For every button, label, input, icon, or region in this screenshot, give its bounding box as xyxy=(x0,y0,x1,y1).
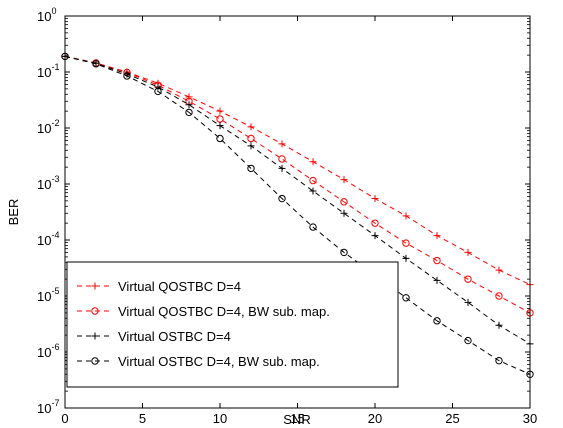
series-1-point-9 xyxy=(340,198,348,206)
legend-label-3: Virtual OSTBC D=4, BW sub. map. xyxy=(118,354,320,369)
legend-marker-3 xyxy=(91,357,99,365)
series-0-point-8 xyxy=(309,158,317,166)
series-3-point-3 xyxy=(154,87,162,96)
legend-label-1: Virtual QOSTBC D=4, BW sub. map. xyxy=(118,304,330,319)
series-2-point-12 xyxy=(433,276,441,284)
series-3-point-13 xyxy=(464,336,472,345)
series-3-point-6 xyxy=(247,164,255,173)
legend-label-0: Virtual QOSTBC D=4 xyxy=(118,279,241,294)
x-tick-label-15: 15 xyxy=(290,411,304,426)
y-tick-label-1: 10-1 xyxy=(37,62,59,80)
y-tick-label-0: 100 xyxy=(37,6,56,24)
legend-box xyxy=(66,261,399,388)
series-0-point-10 xyxy=(371,195,379,203)
series-3-point-7 xyxy=(278,194,286,203)
y-tick-label-6: 10-6 xyxy=(37,342,59,360)
series-2-point-4 xyxy=(185,101,193,109)
y-tick-label-4: 10-4 xyxy=(37,230,59,248)
series-0-point-7 xyxy=(278,140,286,148)
series-1-point-5 xyxy=(216,115,224,123)
series-3-point-5 xyxy=(216,134,224,143)
legend-entry-3: Virtual OSTBC D=4, BW sub. map. xyxy=(77,354,320,369)
series-2-point-5 xyxy=(216,122,224,130)
series-2-point-14 xyxy=(495,321,503,329)
x-tick-label-20: 20 xyxy=(368,411,382,426)
series-line-3 xyxy=(64,55,531,375)
x-tick-label-30: 30 xyxy=(523,411,537,426)
series-0-point-14 xyxy=(495,266,503,274)
series-1-point-14 xyxy=(495,292,503,300)
series-line-0 xyxy=(64,55,531,286)
series-1-point-6 xyxy=(247,134,255,143)
series-1-point-13 xyxy=(464,275,472,283)
series-2-point-7 xyxy=(278,164,286,172)
series-2-point-11 xyxy=(402,254,410,262)
series-0-point-13 xyxy=(464,248,472,256)
y-tick-label-5: 10-5 xyxy=(37,286,59,304)
series-3-point-11 xyxy=(402,294,410,302)
series-3-point-2 xyxy=(123,72,131,80)
y-tick-label-7: 10-7 xyxy=(37,398,59,416)
series-2-point-13 xyxy=(464,298,472,306)
series-3-point-14 xyxy=(495,356,503,365)
legend: Virtual QOSTBC D=4 Virtual QOSTBC D=4, BW… xyxy=(66,261,399,388)
series-0-point-11 xyxy=(402,212,410,220)
series-0-point-5 xyxy=(216,107,224,115)
y-tick-label-3: 10-3 xyxy=(37,174,59,192)
x-tick-label-25: 25 xyxy=(445,411,459,426)
series-3-point-8 xyxy=(309,223,317,231)
series-1-point-12 xyxy=(433,256,441,265)
series-2-point-6 xyxy=(247,142,255,150)
legend-entry-1: Virtual QOSTBC D=4, BW sub. map. xyxy=(77,304,330,319)
plot-frame xyxy=(64,15,531,409)
series-line-2 xyxy=(64,55,531,345)
series-1-point-10 xyxy=(371,219,379,227)
series-0-point-12 xyxy=(433,232,441,240)
series-2-point-8 xyxy=(309,187,317,195)
legend-entry-2: Virtual OSTBC D=4 xyxy=(77,329,231,344)
legend-marker-2 xyxy=(91,332,99,340)
y-tick-label-2: 10-2 xyxy=(37,118,59,136)
series-3-point-4 xyxy=(185,108,193,117)
series-0-point-6 xyxy=(247,123,255,131)
legend-marker-0 xyxy=(91,282,99,290)
series-2-point-10 xyxy=(371,232,379,240)
legend-marker-1 xyxy=(91,307,99,315)
series-1-point-7 xyxy=(278,155,286,163)
legend-entry-0: Virtual QOSTBC D=4 xyxy=(77,279,241,294)
x-tick-label-0: 0 xyxy=(61,411,68,426)
series-1-point-11 xyxy=(402,239,410,247)
series-line-1 xyxy=(64,55,531,314)
x-tick-label-5: 5 xyxy=(139,411,146,426)
legend-label-2: Virtual OSTBC D=4 xyxy=(118,329,231,344)
series-3-point-12 xyxy=(433,317,441,325)
series-3-point-1 xyxy=(92,60,100,68)
series-2-point-9 xyxy=(340,209,348,217)
x-axis-title: SNR xyxy=(283,412,310,427)
ticks-layer: 0 5 10 15 20 25 30 100 10-1 10-2 10-3 10-4 10-5 10-6 1… xyxy=(37,6,537,426)
series-layer xyxy=(61,52,534,378)
series-1-point-8 xyxy=(309,176,317,185)
series-0-point-4 xyxy=(185,93,193,101)
series-0-point-9 xyxy=(340,176,348,184)
series-3-point-9 xyxy=(340,248,348,257)
series-2-point-3 xyxy=(154,83,162,91)
y-axis-title: BER xyxy=(6,199,21,226)
x-tick-label-10: 10 xyxy=(213,411,227,426)
